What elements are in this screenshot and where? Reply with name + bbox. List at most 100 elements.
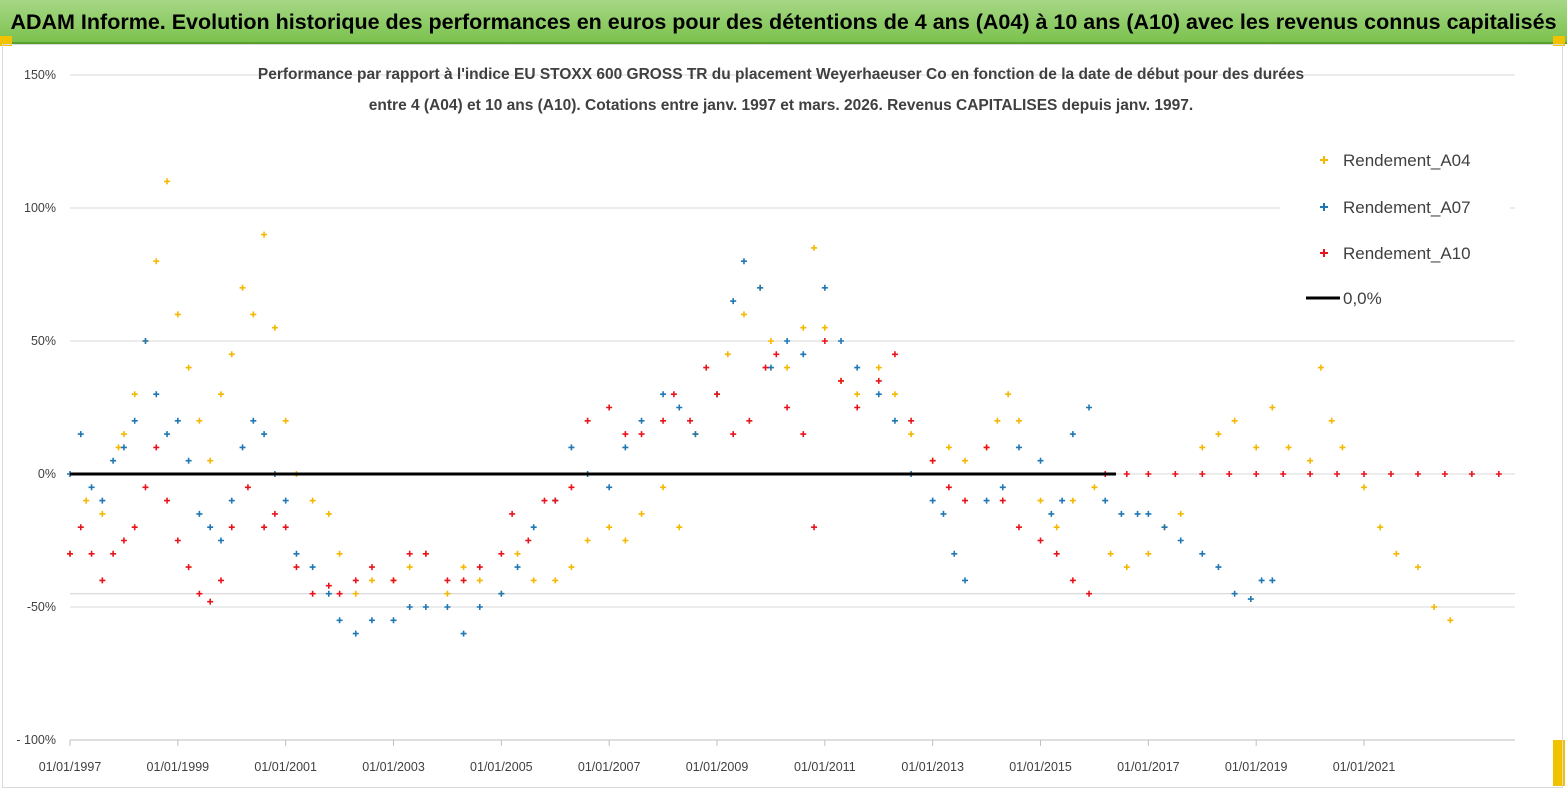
y-tick-label: 150%: [24, 68, 56, 82]
data-point-Rendement_A10: [1053, 550, 1060, 557]
x-tick-label: 01/01/2003: [362, 760, 425, 774]
data-point-Rendement_A10: [352, 577, 359, 584]
data-point-Rendement_A10: [1145, 471, 1152, 477]
data-point-Rendement_A04: [784, 364, 791, 371]
data-point-Rendement_A04: [1317, 364, 1324, 371]
data-point-Rendement_A07: [740, 258, 747, 265]
corner-marker-top-left: [0, 36, 12, 46]
data-point-Rendement_A10: [282, 524, 289, 531]
data-point-Rendement_A10: [460, 577, 467, 584]
data-point-Rendement_A04: [217, 391, 224, 398]
data-point-Rendement_A10: [120, 537, 127, 544]
data-point-Rendement_A10: [1069, 577, 1076, 584]
data-point-Rendement_A10: [541, 497, 548, 504]
data-point-Rendement_A04: [1123, 564, 1130, 571]
legend-label: 0,0%: [1343, 289, 1382, 308]
data-point-Rendement_A04: [99, 510, 106, 517]
data-point-Rendement_A07: [1161, 524, 1168, 531]
data-point-Rendement_A04: [1069, 497, 1076, 504]
data-point-Rendement_A10: [1123, 471, 1130, 477]
x-tick-label: 01/01/2001: [254, 760, 317, 774]
data-point-Rendement_A10: [784, 404, 791, 411]
data-point-Rendement_A04: [568, 564, 575, 571]
data-point-Rendement_A04: [185, 364, 192, 371]
axis-layer: 150% 100% 50% 0% -50% - 100% 01/01/1997 01/01/1…: [16, 68, 1515, 774]
data-point-Rendement_A07: [142, 338, 149, 344]
data-point-Rendement_A07: [336, 617, 343, 624]
data-point-Rendement_A07: [875, 391, 882, 398]
data-point-Rendement_A07: [110, 457, 117, 464]
data-point-Rendement_A10: [606, 404, 613, 411]
data-point-Rendement_A07: [1177, 537, 1184, 544]
data-point-Rendement_A10: [891, 351, 898, 358]
data-point-Rendement_A10: [261, 524, 268, 531]
chart-legend: Rendement_A04 Rendement_A07 Rendement_A10 0…: [1280, 140, 1510, 320]
data-point-Rendement_A07: [999, 484, 1006, 491]
data-point-Rendement_A04: [1285, 444, 1292, 451]
data-point-Rendement_A07: [1199, 550, 1206, 557]
data-point-Rendement_A07: [1134, 510, 1141, 517]
data-point-Rendement_A10: [568, 484, 575, 491]
data-point-Rendement_A04: [1091, 484, 1098, 491]
data-point-Rendement_A10: [687, 417, 694, 424]
data-point-Rendement_A10: [309, 590, 316, 597]
data-point-Rendement_A10: [1199, 471, 1206, 477]
data-point-Rendement_A10: [325, 582, 332, 589]
data-point-Rendement_A04: [740, 311, 747, 318]
data-point-Rendement_A07: [196, 510, 203, 517]
data-point-Rendement_A10: [185, 564, 192, 571]
data-point-Rendement_A07: [293, 550, 300, 557]
data-point-Rendement_A07: [325, 590, 332, 597]
data-point-Rendement_A07: [730, 298, 737, 305]
data-point-Rendement_A04: [120, 431, 127, 438]
data-point-Rendement_A10: [110, 550, 117, 557]
data-point-Rendement_A04: [891, 391, 898, 398]
x-tick-label: 01/01/2013: [901, 760, 964, 774]
data-point-Rendement_A10: [908, 417, 915, 424]
data-point-Rendement_A04: [460, 564, 467, 571]
data-point-Rendement_A10: [509, 510, 516, 517]
data-point-Rendement_A04: [606, 524, 613, 531]
data-point-Rendement_A07: [1118, 510, 1125, 517]
data-point-Rendement_A10: [1086, 590, 1093, 597]
data-point-Rendement_A04: [250, 311, 257, 318]
chart-title-line1: Performance par rapport à l'indice EU ST…: [258, 66, 1304, 83]
data-point-Rendement_A10: [174, 537, 181, 544]
data-point-Rendement_A10: [983, 444, 990, 451]
data-point-Rendement_A04: [368, 577, 375, 584]
data-point-Rendement_A07: [692, 431, 699, 438]
data-point-Rendement_A07: [77, 431, 84, 438]
data-point-Rendement_A10: [714, 391, 721, 398]
data-point-Rendement_A07: [131, 417, 138, 424]
data-point-Rendement_A10: [638, 431, 645, 438]
data-point-Rendement_A07: [352, 630, 359, 637]
x-tick-label: 01/01/2007: [578, 760, 641, 774]
data-point-Rendement_A04: [945, 444, 952, 451]
data-point-Rendement_A07: [476, 604, 483, 610]
data-point-Rendement_A04: [584, 537, 591, 544]
data-point-Rendement_A07: [250, 417, 257, 424]
data-point-Rendement_A04: [622, 537, 629, 544]
corner-marker-top-right: [1553, 36, 1565, 46]
chart-title-line2: entre 4 (A04) et 10 ans (A10). Cotations…: [369, 97, 1193, 114]
data-point-Rendement_A10: [1280, 471, 1287, 477]
data-point-Rendement_A10: [67, 550, 73, 557]
data-point-Rendement_A04: [1253, 444, 1260, 451]
legend-marker: [1320, 203, 1328, 211]
data-point-Rendement_A04: [854, 391, 861, 398]
data-point-Rendement_A10: [730, 431, 737, 438]
data-point-Rendement_A04: [1307, 457, 1314, 464]
data-point-Rendement_A04: [1053, 524, 1060, 531]
data-point-Rendement_A04: [962, 457, 969, 464]
data-point-Rendement_A10: [525, 537, 532, 544]
legend-label: Rendement_A10: [1343, 244, 1471, 263]
data-point-Rendement_A04: [800, 324, 807, 331]
data-point-Rendement_A10: [875, 377, 882, 384]
data-point-Rendement_A07: [88, 484, 95, 491]
data-point-Rendement_A04: [552, 577, 559, 584]
data-point-Rendement_A04: [1145, 550, 1152, 557]
data-point-Rendement_A07: [757, 284, 764, 291]
data-point-Rendement_A04: [1339, 444, 1346, 451]
data-point-Rendement_A10: [800, 431, 807, 438]
